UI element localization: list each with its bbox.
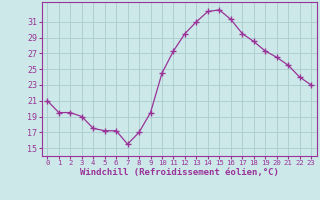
X-axis label: Windchill (Refroidissement éolien,°C): Windchill (Refroidissement éolien,°C) — [80, 168, 279, 177]
